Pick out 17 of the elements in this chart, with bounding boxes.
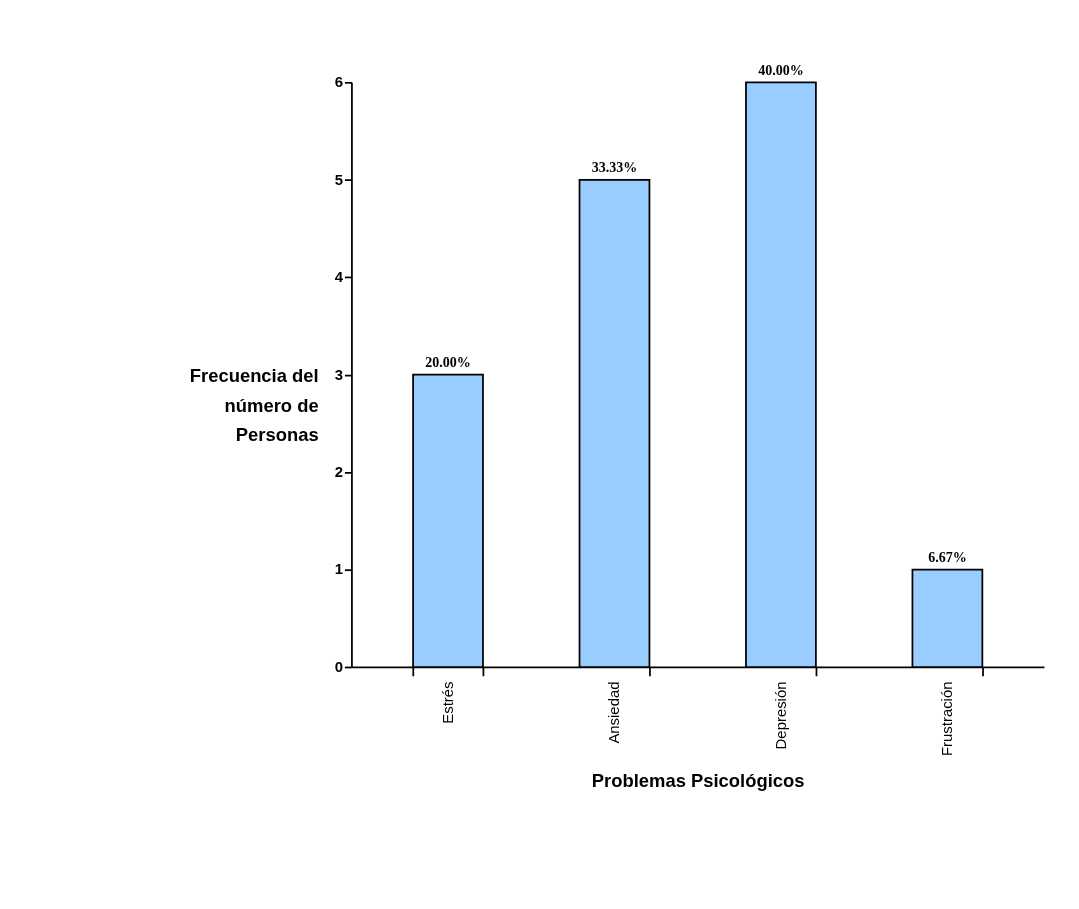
annotation: 33.33% (591, 159, 638, 175)
annotation: 40.00% (758, 62, 804, 78)
y-tick-label: 5 (334, 171, 344, 188)
y-tick-label: 3 (334, 366, 344, 383)
x-axis-title: Problemas Psicológicos (591, 769, 805, 791)
y-tick-label: 4 (334, 269, 344, 286)
x-tick-label: Ansiedad (606, 681, 623, 744)
y-tick-label: 0 (334, 658, 344, 675)
x-tick-label: Frustración (939, 681, 956, 756)
x-tick-label: Estrés (439, 681, 456, 724)
y-tick-label: 1 (334, 561, 344, 578)
y-tick-label: 6 (334, 74, 344, 91)
y-tick-label: 2 (334, 463, 344, 480)
y-axis-title: Frecuencia del número de Personas (189, 364, 319, 446)
annotation: 20.00% (425, 354, 471, 370)
annotation: 6.67% (928, 549, 967, 565)
x-tick-label: Depresión (772, 681, 789, 750)
